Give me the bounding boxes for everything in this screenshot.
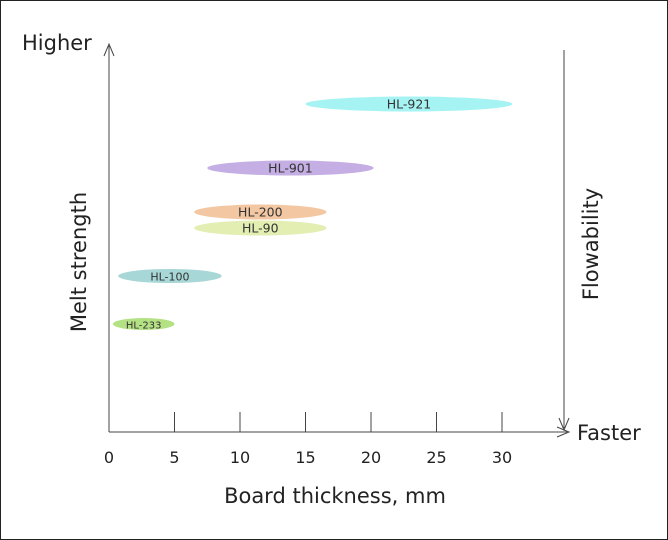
range-bar-label-hl-233: HL-233 bbox=[126, 321, 162, 332]
x-tick-label-15: 15 bbox=[295, 448, 315, 467]
range-bar-hl-90 bbox=[194, 220, 327, 236]
x-tick-label-30: 30 bbox=[492, 448, 512, 467]
y2-axis-title: Flowability bbox=[579, 188, 603, 300]
x-end-label: Faster bbox=[577, 421, 641, 445]
y-axis-title: Melt strength bbox=[67, 192, 91, 332]
y-axis-arrow bbox=[103, 42, 115, 57]
range-bar-hl-233 bbox=[112, 318, 175, 330]
y-high-label: Higher bbox=[22, 31, 92, 55]
range-bar-hl-100 bbox=[118, 269, 222, 283]
range-bar-label-hl-200: HL-200 bbox=[238, 205, 283, 220]
range-bar-label-hl-100: HL-100 bbox=[150, 271, 189, 284]
x-tick-label-0: 0 bbox=[104, 448, 114, 467]
range-bar-label-hl-901: HL-901 bbox=[268, 161, 313, 176]
x-tick-label-25: 25 bbox=[426, 448, 446, 467]
x-axis-arrow bbox=[556, 426, 571, 438]
x-tick-label-5: 5 bbox=[169, 448, 179, 467]
flowability-axis-arrow bbox=[558, 417, 570, 432]
range-bar-label-hl-921: HL-921 bbox=[387, 97, 432, 112]
range-bar-hl-200 bbox=[194, 204, 327, 220]
x-axis-title: Board thickness, mm bbox=[224, 484, 446, 508]
range-bar-hl-901 bbox=[207, 160, 374, 176]
x-tick-label-10: 10 bbox=[230, 448, 250, 467]
range-bar-label-hl-90: HL-90 bbox=[242, 221, 279, 236]
x-tick-label-20: 20 bbox=[361, 448, 381, 467]
range-bar-hl-921 bbox=[305, 96, 513, 112]
